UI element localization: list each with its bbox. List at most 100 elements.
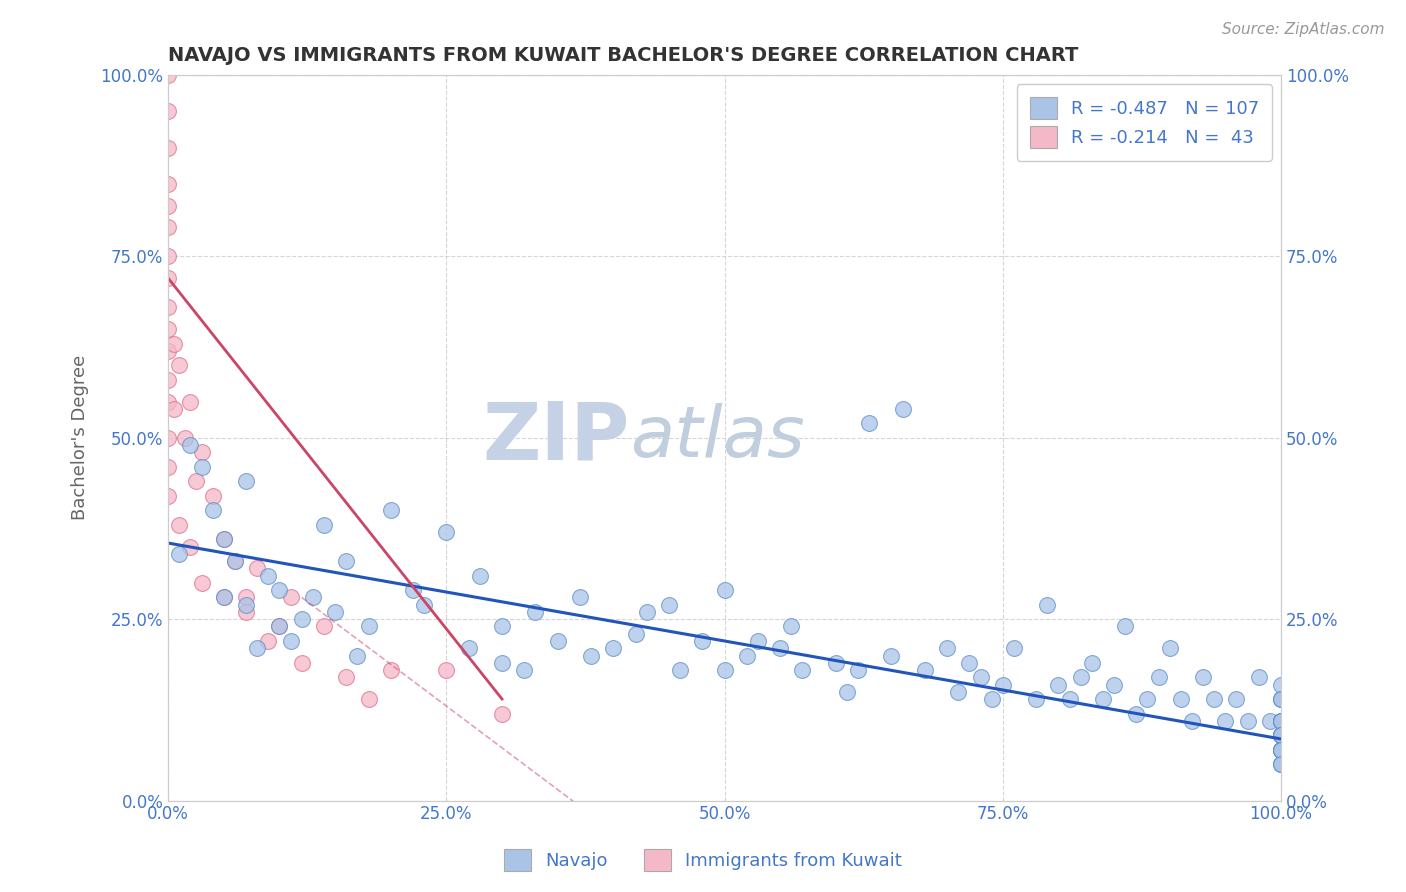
Point xyxy=(491,656,513,670)
Legend: R = -0.487   N = 107, R = -0.214   N =  43: R = -0.487 N = 107, R = -0.214 N = 43 xyxy=(1017,84,1272,161)
Point xyxy=(1102,677,1125,691)
Point xyxy=(312,517,335,532)
Point xyxy=(1002,641,1025,656)
Point xyxy=(547,634,569,648)
Point xyxy=(212,591,235,605)
Point xyxy=(224,554,246,568)
Point xyxy=(846,663,869,677)
Point xyxy=(179,394,201,409)
Point xyxy=(602,641,624,656)
Point xyxy=(157,177,180,191)
Y-axis label: Bachelor's Degree: Bachelor's Degree xyxy=(72,355,89,521)
Point xyxy=(1213,714,1236,728)
Point xyxy=(1091,692,1114,706)
Point xyxy=(713,663,735,677)
Point xyxy=(1181,714,1204,728)
Point xyxy=(1192,670,1215,684)
Point xyxy=(624,626,647,640)
Point xyxy=(568,591,591,605)
Point xyxy=(357,619,380,633)
Point xyxy=(1147,670,1170,684)
Point xyxy=(792,663,814,677)
Point xyxy=(257,568,280,582)
Point xyxy=(357,692,380,706)
Point xyxy=(1270,757,1292,772)
Point xyxy=(980,692,1002,706)
Point xyxy=(1270,743,1292,757)
Point xyxy=(157,343,180,358)
Point xyxy=(1247,670,1270,684)
Point xyxy=(212,533,235,547)
Point xyxy=(636,605,658,619)
Point xyxy=(1059,692,1081,706)
Point xyxy=(157,104,180,119)
Text: atlas: atlas xyxy=(630,403,804,473)
Point xyxy=(157,394,180,409)
Point xyxy=(1270,714,1292,728)
Point xyxy=(402,583,425,598)
Point xyxy=(914,663,936,677)
Legend: Navajo, Immigrants from Kuwait: Navajo, Immigrants from Kuwait xyxy=(496,842,910,879)
Point xyxy=(957,656,980,670)
Point xyxy=(157,489,180,503)
Point xyxy=(1270,743,1292,757)
Point xyxy=(1270,743,1292,757)
Point xyxy=(1270,757,1292,772)
Point xyxy=(713,583,735,598)
Point xyxy=(346,648,368,663)
Point xyxy=(1270,677,1292,691)
Point xyxy=(658,598,681,612)
Point xyxy=(936,641,959,656)
Point xyxy=(880,648,903,663)
Point xyxy=(1270,692,1292,706)
Point xyxy=(280,634,302,648)
Point xyxy=(1204,692,1226,706)
Point xyxy=(735,648,758,663)
Point xyxy=(246,561,269,575)
Point xyxy=(1114,619,1136,633)
Point xyxy=(1170,692,1192,706)
Point xyxy=(1225,692,1247,706)
Point xyxy=(858,417,880,431)
Point xyxy=(747,634,769,648)
Point xyxy=(157,300,180,314)
Point xyxy=(302,591,325,605)
Point xyxy=(335,670,357,684)
Point xyxy=(269,619,291,633)
Point xyxy=(157,431,180,445)
Point xyxy=(380,663,402,677)
Point xyxy=(1270,728,1292,742)
Point xyxy=(468,568,491,582)
Point xyxy=(184,475,207,489)
Point xyxy=(1270,714,1292,728)
Point xyxy=(434,525,457,540)
Point xyxy=(491,619,513,633)
Point xyxy=(169,359,191,373)
Point xyxy=(157,68,180,82)
Point xyxy=(891,401,914,416)
Point xyxy=(1270,743,1292,757)
Point xyxy=(692,634,714,648)
Point xyxy=(163,401,186,416)
Point xyxy=(513,663,536,677)
Point xyxy=(257,634,280,648)
Point xyxy=(212,591,235,605)
Point xyxy=(291,656,314,670)
Point xyxy=(1270,728,1292,742)
Point xyxy=(991,677,1014,691)
Point xyxy=(1258,714,1281,728)
Point xyxy=(157,220,180,235)
Point xyxy=(312,619,335,633)
Point xyxy=(780,619,803,633)
Point xyxy=(1270,692,1292,706)
Point xyxy=(1270,757,1292,772)
Point xyxy=(235,475,257,489)
Point xyxy=(190,576,212,591)
Point xyxy=(157,459,180,474)
Point xyxy=(1136,692,1159,706)
Point xyxy=(1270,743,1292,757)
Point xyxy=(1125,706,1147,721)
Point xyxy=(291,612,314,626)
Point xyxy=(323,605,346,619)
Point xyxy=(1270,728,1292,742)
